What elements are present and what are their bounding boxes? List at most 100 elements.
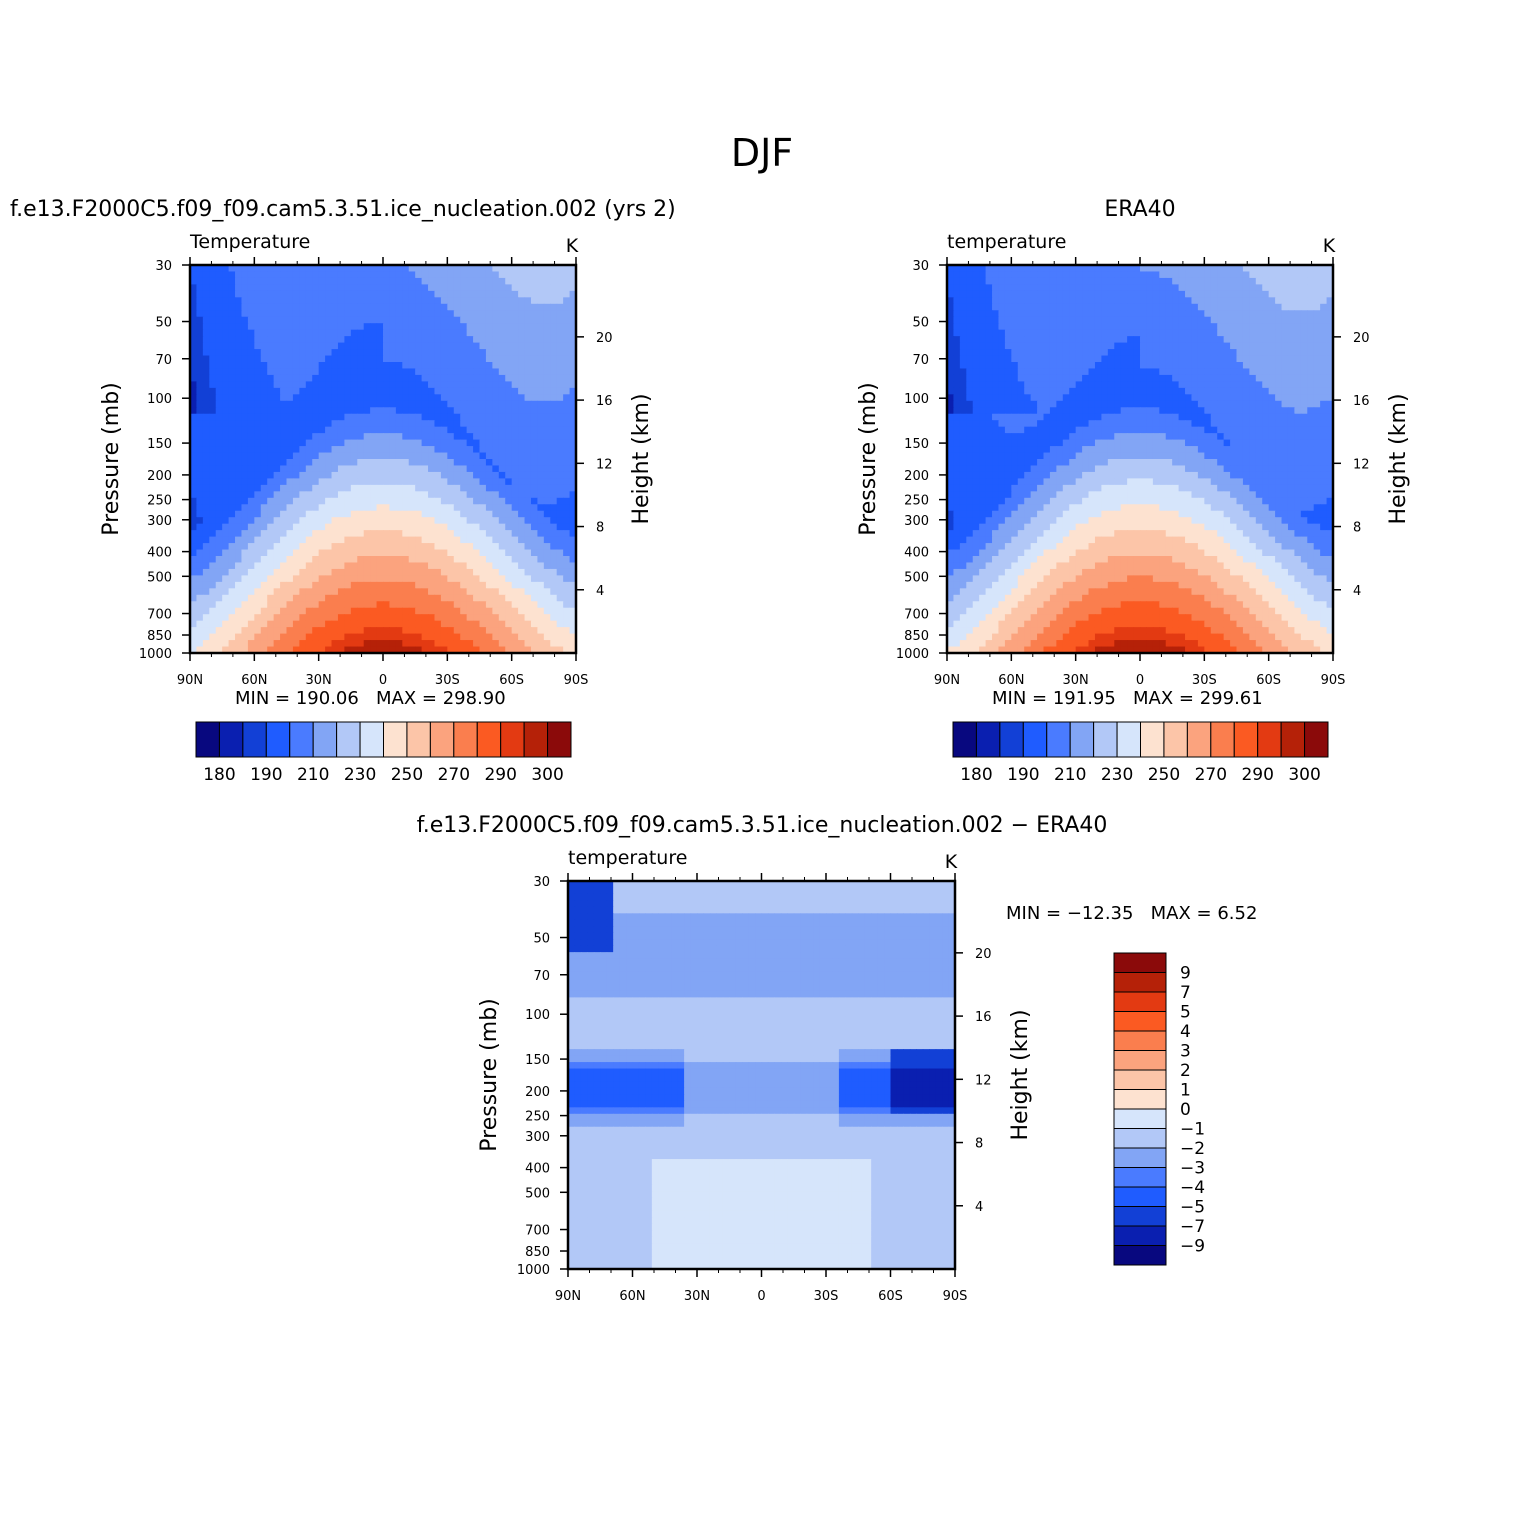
field-cell [318,303,326,311]
field-cell [331,588,339,596]
field-cell [190,387,198,395]
field-cell [241,452,249,460]
field-cell [267,297,275,305]
field-cell [1140,336,1148,344]
field-cell [1223,394,1231,402]
field-cell [299,491,307,499]
field-cell [267,342,275,350]
field-cell [1223,381,1231,389]
field-cell [228,646,236,654]
field-cell [357,420,365,428]
field-cell [202,646,210,654]
field-cell [1004,316,1012,324]
field-cell [505,601,513,609]
field-cell [415,284,423,292]
field-cell [537,336,545,344]
field-cell [447,568,455,576]
field-cell [370,336,378,344]
field-cell [1197,374,1205,382]
field-cell [440,478,448,486]
field-cell [543,381,551,389]
field-cell [267,504,275,512]
field-cell [260,355,268,363]
field-cell [1217,265,1225,273]
field-cell [1133,394,1141,402]
field-cell [485,568,493,576]
field-cell [447,297,455,305]
field-cell [363,530,371,538]
field-cell [196,562,204,570]
field-cell [1268,381,1276,389]
field-cell [1197,297,1205,305]
field-cell [1185,374,1193,382]
field-cell [273,536,281,544]
field-cell [1300,368,1308,376]
field-cell [524,426,532,434]
field-cell [267,310,275,318]
field-cell [1075,394,1083,402]
field-cell [222,614,230,622]
field-cell [209,620,217,628]
field-cell [524,381,532,389]
field-cell [998,323,1006,331]
variable-label: temperature [947,231,1066,253]
field-cell [350,614,358,622]
field-cell [453,323,461,331]
field-cell [979,349,987,357]
field-cell [305,594,313,602]
field-cell [376,588,384,596]
field-cell [190,433,198,441]
field-cell [466,601,474,609]
field-cell [1217,374,1225,382]
field-cell [376,349,384,357]
field-cell [543,633,551,641]
field-cell [344,562,352,570]
field-cell [966,342,974,350]
field-cell [1107,336,1115,344]
field-cell [518,329,526,337]
field-cell [530,426,538,434]
field-cell [241,342,249,350]
field-cell [550,620,558,628]
field-cell [350,433,358,441]
field-cell [1287,277,1295,285]
field-cell [1037,284,1045,292]
field-cell [370,277,378,285]
field-cell [1275,323,1283,331]
field-cell [376,284,384,292]
field-cell [485,426,493,434]
field-cell [434,588,442,596]
field-cell [1281,342,1289,350]
field-cell [215,413,223,421]
field-cell [254,465,262,473]
field-cell [953,265,961,273]
field-cell [1242,394,1250,402]
field-cell [1249,342,1257,350]
field-cell [383,504,391,512]
field-cell [447,504,455,512]
field-cell [1024,310,1032,318]
field-cell [196,575,204,583]
field-cell [286,426,294,434]
field-cell [228,426,236,434]
field-cell [370,439,378,447]
field-cell [498,607,506,615]
field-cell [267,387,275,395]
field-cell [1159,303,1167,311]
field-cell [383,471,391,479]
field-cell [569,646,577,654]
field-cell [337,394,345,402]
field-cell [972,310,980,318]
field-cell [292,271,300,279]
field-cell [1011,355,1019,363]
field-cell [1114,271,1122,279]
field-cell [247,588,255,596]
field-cell [415,433,423,441]
field-cell [383,601,391,609]
field-cell [363,400,371,408]
field-cell [383,446,391,454]
field-cell [1165,336,1173,344]
field-cell [247,277,255,285]
field-cell [280,601,288,609]
field-cell [959,310,967,318]
